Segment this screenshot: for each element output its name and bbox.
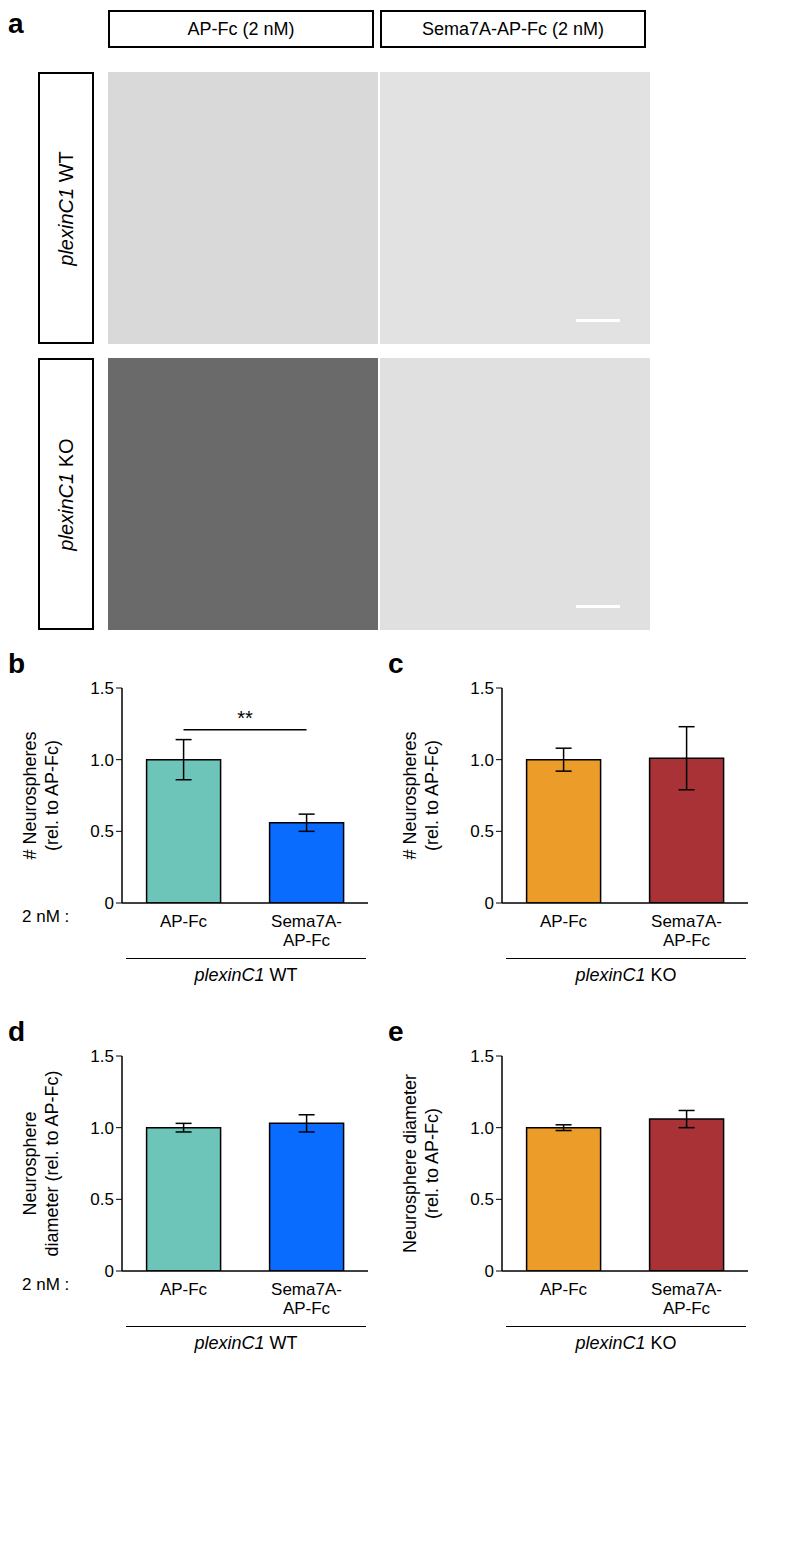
html-text:plexinC1 KO: plexinC1 KO	[575, 965, 677, 985]
svg-text:0: 0	[485, 1262, 494, 1281]
svg-text:AP-Fc: AP-Fc	[160, 912, 208, 931]
svg-text:0.5: 0.5	[90, 822, 114, 841]
svg-text:**: **	[237, 707, 253, 729]
svg-text:AP-Fc: AP-Fc	[540, 912, 588, 931]
svg-text:# Neurospheres(rel. to AP-Fc): # Neurospheres(rel. to AP-Fc)	[20, 731, 62, 859]
svg-text:Sema7A-AP-Fc: Sema7A-AP-Fc	[651, 1280, 722, 1318]
html-text:WT: WT	[54, 150, 77, 188]
html-text:d: d	[8, 1016, 26, 1047]
svg-text:1.5: 1.5	[90, 679, 114, 698]
svg-text:Sema7A-AP-Fc: Sema7A-AP-Fc	[651, 912, 722, 950]
html-text:a: a	[8, 8, 24, 39]
svg-text:0.5: 0.5	[470, 822, 494, 841]
html-text:plexinC1 WT: plexinC1 WT	[194, 965, 298, 985]
html-text:2 nM :: 2 nM :	[22, 1275, 70, 1294]
svg-text:1.0: 1.0	[90, 751, 114, 770]
svg-text:0: 0	[105, 894, 114, 913]
svg-text:1.0: 1.0	[90, 1119, 114, 1138]
html-text:e: e	[388, 1016, 404, 1047]
svg-text:AP-Fc: AP-Fc	[540, 1280, 588, 1299]
svg-text:AP-Fc: AP-Fc	[160, 1280, 208, 1299]
html-text:KO: KO	[54, 437, 77, 473]
svg-text:0: 0	[105, 1262, 114, 1281]
html-text:AP-Fc (2 nM): AP-Fc (2 nM)	[187, 18, 295, 39]
html-text:plexinC1: plexinC1	[54, 187, 77, 266]
svg-text:1.5: 1.5	[470, 1047, 494, 1066]
html-text:2 nM :: 2 nM :	[22, 907, 70, 926]
svg-text:Neurosphere diameter(rel. to A: Neurosphere diameter(rel. to AP-Fc)	[400, 1074, 442, 1253]
html-text:plexinC1 KO: plexinC1 KO	[575, 1333, 677, 1353]
svg-text:Neurospherediameter (rel. to A: Neurospherediameter (rel. to AP-Fc)	[20, 1070, 62, 1256]
svg-text:1.0: 1.0	[470, 1119, 494, 1138]
html-text:plexinC1 WT: plexinC1 WT	[194, 1333, 298, 1353]
html-text:plexinC1: plexinC1	[54, 472, 77, 551]
html-text:Sema7A-AP-Fc (2 nM): Sema7A-AP-Fc (2 nM)	[422, 18, 604, 39]
html-text:b: b	[8, 648, 26, 679]
svg-text:1.5: 1.5	[90, 1047, 114, 1066]
html-text:c: c	[388, 648, 404, 679]
svg-text:# Neurospheres(rel. to AP-Fc): # Neurospheres(rel. to AP-Fc)	[400, 731, 442, 859]
svg-text:1.5: 1.5	[470, 679, 494, 698]
svg-text:1.0: 1.0	[470, 751, 494, 770]
svg-text:Sema7A-AP-Fc: Sema7A-AP-Fc	[271, 912, 342, 950]
svg-text:Sema7A-AP-Fc: Sema7A-AP-Fc	[271, 1280, 342, 1318]
svg-text:0: 0	[485, 894, 494, 913]
svg-text:0.5: 0.5	[470, 1190, 494, 1209]
svg-text:0.5: 0.5	[90, 1190, 114, 1209]
